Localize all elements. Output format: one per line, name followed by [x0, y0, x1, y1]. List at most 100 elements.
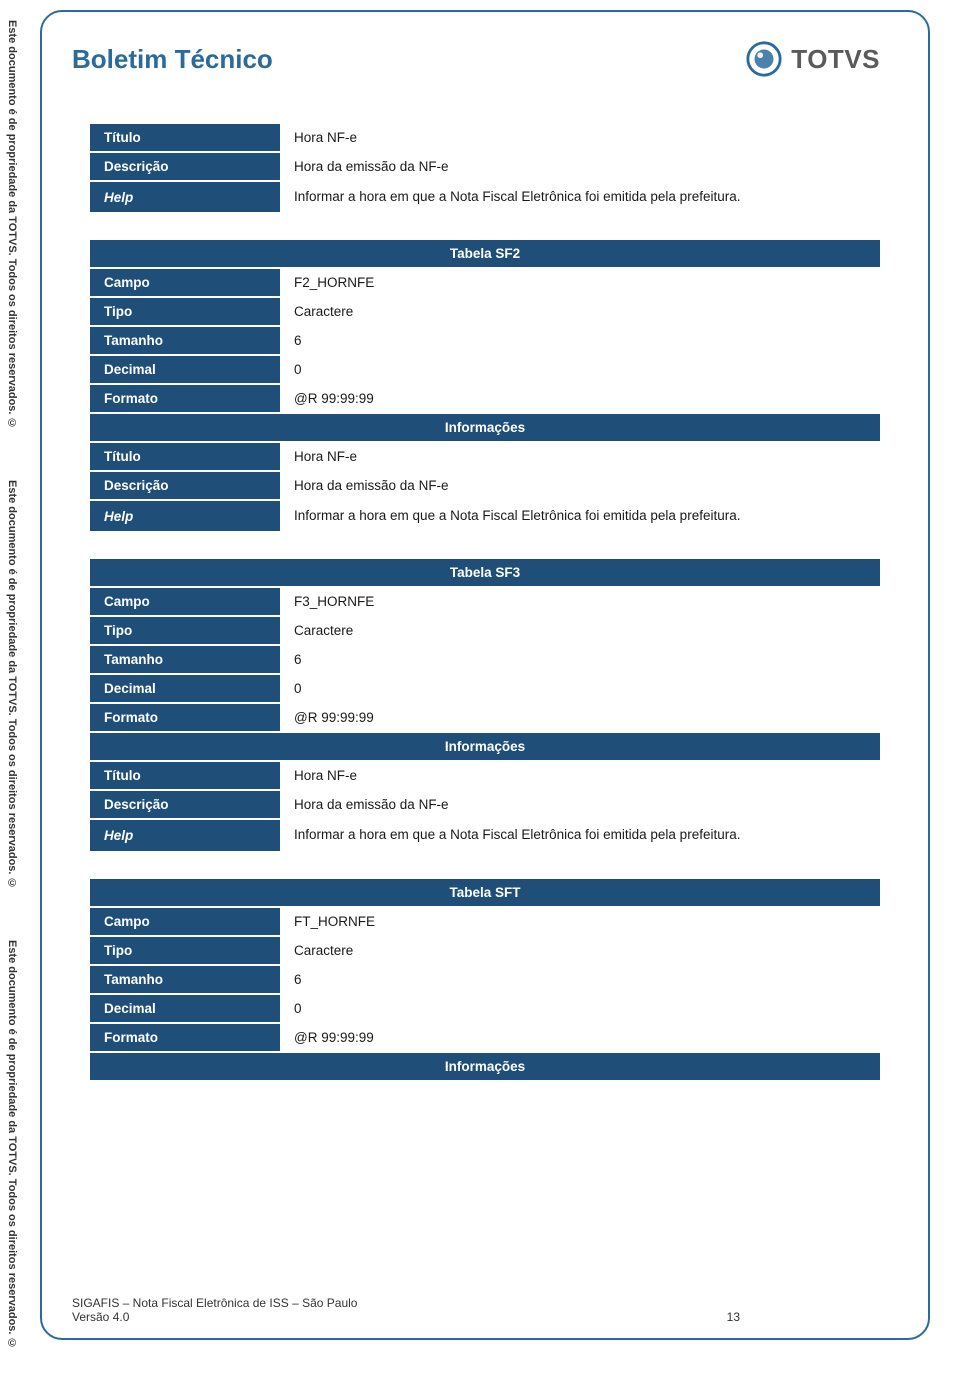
- table-row: Tamanho6: [90, 966, 880, 993]
- value-formato: @R 99:99:99: [280, 1024, 880, 1051]
- value-decimal: 0: [280, 995, 880, 1022]
- value-tipo: Caractere: [280, 937, 880, 964]
- page-header: Boletim Técnico TOTVS: [42, 12, 928, 92]
- page-frame: Boletim Técnico TOTVS Título Hora NF-e D…: [40, 10, 930, 1340]
- value-tipo: Caractere: [280, 617, 880, 644]
- value-campo: F2_HORNFE: [280, 269, 880, 296]
- label-formato: Formato: [90, 1024, 280, 1051]
- label-tipo: Tipo: [90, 298, 280, 325]
- table-row: Formato@R 99:99:99: [90, 385, 880, 412]
- label-help: Help: [90, 501, 280, 531]
- header-cell: Tabela SF2: [90, 240, 880, 267]
- footer-doc-title: SIGAFIS – Nota Fiscal Eletrônica de ISS …: [72, 1296, 357, 1310]
- header-cell: Tabela SF3: [90, 559, 880, 586]
- label-descricao: Descrição: [90, 153, 280, 180]
- label-titulo: Título: [90, 124, 280, 151]
- table-row: TipoCaractere: [90, 617, 880, 644]
- label-tamanho: Tamanho: [90, 646, 280, 673]
- ownership-notice: Este documento é de propriedade da TOTVS…: [6, 940, 18, 1350]
- label-campo: Campo: [90, 908, 280, 935]
- table-row: Descrição Hora da emissão da NF-e: [90, 153, 880, 180]
- brand-logo: TOTVS: [745, 40, 880, 78]
- table-row: TítuloHora NF-e: [90, 443, 880, 470]
- value-descricao: Hora da emissão da NF-e: [280, 472, 880, 499]
- value-tipo: Caractere: [280, 298, 880, 325]
- subheader-row: Informações: [90, 733, 880, 760]
- table-header: Tabela SF2: [90, 240, 880, 267]
- table-row: DescriçãoHora da emissão da NF-e: [90, 472, 880, 499]
- label-tamanho: Tamanho: [90, 966, 280, 993]
- label-formato: Formato: [90, 704, 280, 731]
- table-row: HelpInformar a hora em que a Nota Fiscal…: [90, 820, 880, 850]
- label-titulo: Título: [90, 762, 280, 789]
- label-campo: Campo: [90, 269, 280, 296]
- value-help: Informar a hora em que a Nota Fiscal Ele…: [280, 182, 880, 212]
- value-campo: FT_HORNFE: [280, 908, 880, 935]
- label-campo: Campo: [90, 588, 280, 615]
- intro-table: Título Hora NF-e Descrição Hora da emiss…: [90, 122, 880, 214]
- subheader-cell: Informações: [90, 1053, 880, 1080]
- label-descricao: Descrição: [90, 472, 280, 499]
- table-row: Formato@R 99:99:99: [90, 1024, 880, 1051]
- value-help: Informar a hora em que a Nota Fiscal Ele…: [280, 820, 880, 850]
- label-descricao: Descrição: [90, 791, 280, 818]
- table-row: CampoF2_HORNFE: [90, 269, 880, 296]
- table-row: Help Informar a hora em que a Nota Fisca…: [90, 182, 880, 212]
- field-table-sf3: Tabela SF3 CampoF3_HORNFE TipoCaractere …: [90, 557, 880, 852]
- page-title: Boletim Técnico: [72, 44, 273, 75]
- subheader-cell: Informações: [90, 414, 880, 441]
- subheader-row: Informações: [90, 414, 880, 441]
- table-header: Tabela SFT: [90, 879, 880, 906]
- page-footer: SIGAFIS – Nota Fiscal Eletrônica de ISS …: [72, 1296, 880, 1324]
- table-row: Tamanho6: [90, 327, 880, 354]
- value-tamanho: 6: [280, 966, 880, 993]
- value-tamanho: 6: [280, 646, 880, 673]
- value-tamanho: 6: [280, 327, 880, 354]
- subheader-row: Informações: [90, 1053, 880, 1080]
- value-titulo: Hora NF-e: [280, 124, 880, 151]
- label-tamanho: Tamanho: [90, 327, 280, 354]
- value-formato: @R 99:99:99: [280, 385, 880, 412]
- table-row: Formato@R 99:99:99: [90, 704, 880, 731]
- value-formato: @R 99:99:99: [280, 704, 880, 731]
- value-descricao: Hora da emissão da NF-e: [280, 791, 880, 818]
- value-titulo: Hora NF-e: [280, 443, 880, 470]
- table-row: Decimal0: [90, 675, 880, 702]
- table-row: TítuloHora NF-e: [90, 762, 880, 789]
- table-row: Título Hora NF-e: [90, 124, 880, 151]
- ownership-notice: Este documento é de propriedade da TOTVS…: [6, 20, 18, 430]
- subheader-cell: Informações: [90, 733, 880, 760]
- footer-left: SIGAFIS – Nota Fiscal Eletrônica de ISS …: [72, 1296, 357, 1324]
- ownership-notice: Este documento é de propriedade da TOTVS…: [6, 480, 18, 890]
- value-decimal: 0: [280, 356, 880, 383]
- label-formato: Formato: [90, 385, 280, 412]
- table-row: CampoFT_HORNFE: [90, 908, 880, 935]
- table-row: TipoCaractere: [90, 298, 880, 325]
- table-row: Decimal0: [90, 995, 880, 1022]
- label-help: Help: [90, 182, 280, 212]
- page-number: 13: [727, 1310, 740, 1324]
- field-table-sft: Tabela SFT CampoFT_HORNFE TipoCaractere …: [90, 877, 880, 1082]
- table-row: Tamanho6: [90, 646, 880, 673]
- table-row: CampoF3_HORNFE: [90, 588, 880, 615]
- logo-text: TOTVS: [791, 44, 880, 75]
- footer-version: Versão 4.0: [72, 1310, 357, 1324]
- logo-icon: [745, 40, 783, 78]
- content-area: Título Hora NF-e Descrição Hora da emiss…: [42, 92, 928, 1082]
- table-row: HelpInformar a hora em que a Nota Fiscal…: [90, 501, 880, 531]
- value-descricao: Hora da emissão da NF-e: [280, 153, 880, 180]
- value-help: Informar a hora em que a Nota Fiscal Ele…: [280, 501, 880, 531]
- value-titulo: Hora NF-e: [280, 762, 880, 789]
- table-header: Tabela SF3: [90, 559, 880, 586]
- label-tipo: Tipo: [90, 617, 280, 644]
- label-decimal: Decimal: [90, 675, 280, 702]
- table-row: TipoCaractere: [90, 937, 880, 964]
- header-cell: Tabela SFT: [90, 879, 880, 906]
- label-decimal: Decimal: [90, 995, 280, 1022]
- label-tipo: Tipo: [90, 937, 280, 964]
- table-row: DescriçãoHora da emissão da NF-e: [90, 791, 880, 818]
- label-help: Help: [90, 820, 280, 850]
- label-decimal: Decimal: [90, 356, 280, 383]
- field-table-sf2: Tabela SF2 CampoF2_HORNFE TipoCaractere …: [90, 238, 880, 533]
- value-campo: F3_HORNFE: [280, 588, 880, 615]
